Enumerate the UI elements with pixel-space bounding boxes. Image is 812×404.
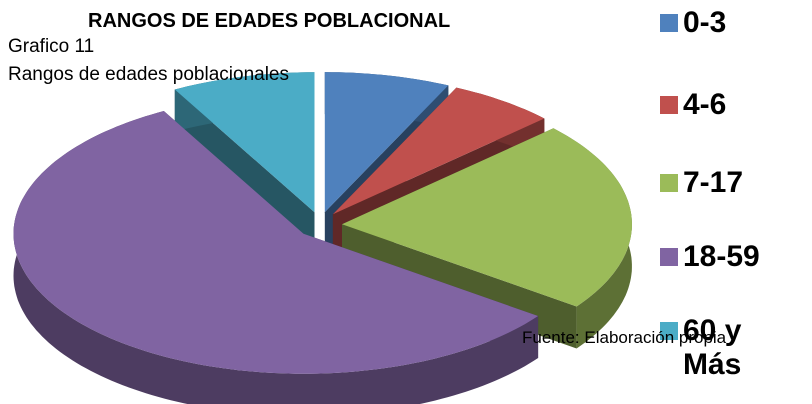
legend-label: 60 y Más <box>683 314 742 381</box>
slice <box>332 87 545 215</box>
slice-tops <box>13 72 632 374</box>
slice <box>174 72 315 213</box>
slice <box>324 72 449 213</box>
legend-label: 4-6 <box>683 88 727 121</box>
legend-item: 7-17 <box>660 166 773 200</box>
legend-swatch <box>660 14 678 32</box>
subtitle: Rangos de edades poblacionales <box>8 64 289 85</box>
source-note: Fuente: Elaboración propia <box>522 328 727 347</box>
legend-label: 0-3 <box>683 6 727 39</box>
slice-side <box>13 111 539 404</box>
legend-swatch <box>660 322 678 340</box>
legend-label: 18-59 <box>683 240 760 273</box>
legend-label: 7-17 <box>683 166 744 199</box>
legend-swatch <box>660 174 678 192</box>
legend-swatch <box>660 248 678 266</box>
legend-item: 0-3 <box>660 6 773 40</box>
slice <box>342 128 632 307</box>
legend-item: 4-6 <box>660 88 773 122</box>
chart-title: RANGOS DE EDADES POBLACIONAL <box>88 10 451 32</box>
legend-item: 18-59 <box>660 240 773 274</box>
subtitle: Grafico 11 <box>8 36 95 57</box>
slice <box>13 111 539 374</box>
legend-item: 60 y Más <box>660 314 773 382</box>
legend-swatch <box>660 96 678 114</box>
